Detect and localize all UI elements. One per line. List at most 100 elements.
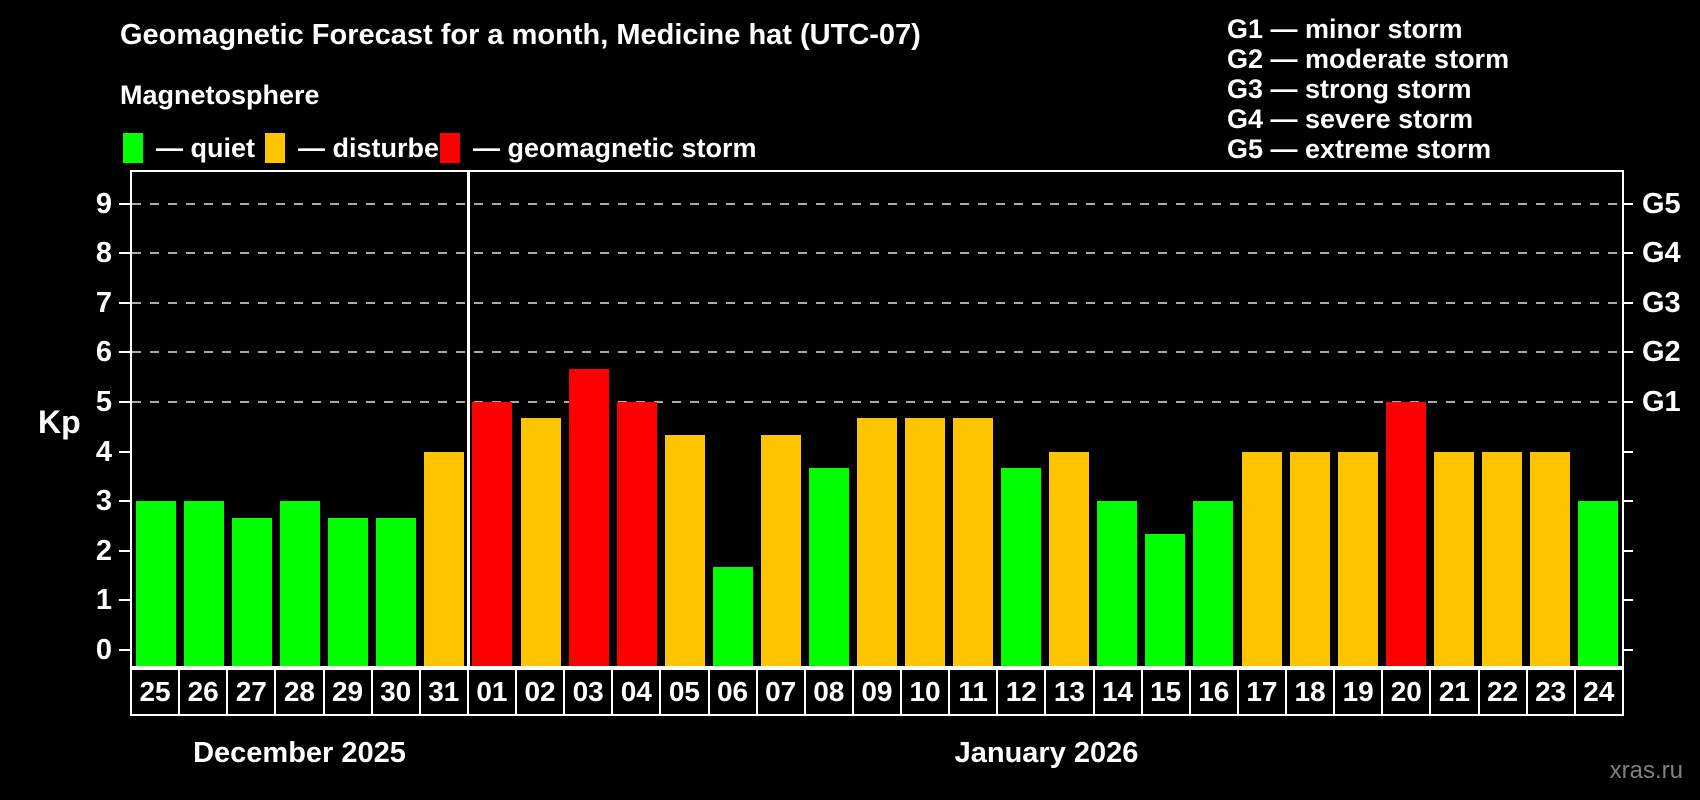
kp-bar-chart: 0 1 2 3 4 5 6 7 8 9 G1 G2 G3 G4 G5 — [96, 170, 1681, 668]
bar-day-12 — [1001, 468, 1042, 666]
left-tick-kp4 — [119, 450, 130, 453]
bar-day-16 — [1193, 501, 1234, 666]
bar-day-30 — [376, 517, 417, 666]
right-tick-kp3 — [1622, 500, 1633, 503]
day-label-06: 06 — [707, 668, 758, 716]
bar-day-05 — [664, 435, 705, 666]
bar-day-17 — [1241, 451, 1282, 666]
bar-day-18 — [1289, 451, 1330, 666]
day-label-11: 11 — [948, 668, 999, 716]
right-tick-kp6 — [1622, 351, 1633, 354]
day-label-28: 28 — [274, 668, 325, 716]
y-axis-tick-label-1: 1 — [95, 584, 112, 617]
gridline-kp5 — [132, 401, 1622, 403]
day-label-16: 16 — [1188, 668, 1239, 716]
day-label-18: 18 — [1285, 668, 1336, 716]
bar-day-27 — [232, 517, 273, 666]
left-tick-kp7 — [119, 301, 130, 304]
disturbed-color-swatch — [265, 133, 285, 163]
right-tick-kp7 — [1622, 301, 1633, 304]
day-label-22: 22 — [1477, 668, 1528, 716]
legend-item-storm: — geomagnetic storm — [440, 131, 757, 165]
bar-day-13 — [1049, 451, 1090, 666]
bar-day-19 — [1337, 451, 1378, 666]
gridline-kp9 — [132, 202, 1622, 205]
day-label-24: 24 — [1573, 668, 1624, 716]
bar-day-11 — [953, 418, 994, 666]
month-label-january: January 2026 — [954, 737, 1139, 769]
bar-day-29 — [328, 517, 369, 666]
day-label-17: 17 — [1236, 668, 1287, 716]
left-tick-kp1 — [119, 599, 130, 602]
bar-day-28 — [280, 501, 321, 666]
day-label-12: 12 — [996, 668, 1047, 716]
bar-day-25 — [136, 501, 177, 666]
month-label-december: December 2025 — [193, 737, 406, 769]
day-label-25: 25 — [130, 668, 181, 716]
bar-day-22 — [1481, 451, 1522, 666]
day-label-02: 02 — [515, 668, 566, 716]
day-label-03: 03 — [563, 668, 614, 716]
bar-day-07 — [760, 435, 801, 666]
day-label-10: 10 — [900, 668, 951, 716]
day-label-08: 08 — [803, 668, 854, 716]
y-axis-tick-label-8: 8 — [95, 237, 112, 270]
day-label-13: 13 — [1044, 668, 1095, 716]
left-tick-kp3 — [119, 500, 130, 503]
bar-day-06 — [712, 567, 753, 666]
right-tick-kp9 — [1622, 202, 1633, 205]
bar-day-21 — [1433, 451, 1474, 666]
day-label-26: 26 — [178, 668, 229, 716]
right-tick-kp8 — [1622, 252, 1633, 255]
left-tick-kp5 — [119, 401, 130, 403]
left-tick-kp8 — [119, 252, 130, 255]
y-axis-tick-label-9: 9 — [95, 187, 112, 220]
bar-day-15 — [1145, 534, 1186, 666]
gridline-kp8 — [132, 252, 1622, 255]
day-label-09: 09 — [851, 668, 902, 716]
y-axis-tick-label-3: 3 — [95, 485, 112, 518]
bar-day-20 — [1385, 402, 1426, 666]
bar-day-26 — [184, 501, 225, 666]
storm-scale-legend: G1 — minor storm G2 — moderate storm G3 … — [1227, 14, 1509, 164]
legend-item-quiet: — quiet — [123, 131, 255, 165]
day-label-04: 04 — [611, 668, 662, 716]
day-label-07: 07 — [755, 668, 806, 716]
y-axis-tick-label-0: 0 — [95, 634, 112, 666]
y-axis-tick-label-6: 6 — [95, 336, 112, 369]
bar-day-09 — [857, 418, 897, 666]
right-tick-kp4 — [1622, 450, 1633, 453]
day-label-14: 14 — [1092, 668, 1143, 716]
gridline-kp7 — [132, 301, 1622, 304]
day-label-20: 20 — [1381, 668, 1432, 716]
right-tick-kp1 — [1622, 599, 1633, 602]
legend-label-disturbed: — disturbed — [298, 132, 456, 163]
y-axis-tick-label-2: 2 — [95, 534, 112, 567]
left-tick-kp2 — [119, 549, 130, 552]
day-label-31: 31 — [418, 668, 469, 716]
g1-legend-line: G1 — minor storm — [1227, 14, 1463, 44]
quiet-color-swatch — [123, 133, 143, 163]
left-tick-kp9 — [119, 202, 130, 205]
magnetosphere-label: Magnetosphere — [120, 80, 320, 110]
bar-day-03 — [568, 368, 609, 666]
plot-area: 0 1 2 3 4 5 6 7 8 9 G1 G2 G3 G4 G5 — [96, 172, 1681, 666]
bar-day-10 — [905, 418, 946, 666]
bar-day-14 — [1097, 501, 1138, 666]
month-separator-line — [466, 172, 470, 666]
bar-day-31 — [424, 451, 465, 666]
left-tick-kp6 — [119, 351, 130, 354]
right-axis-label-g5: G5 — [1642, 187, 1681, 220]
legend-label-storm: — geomagnetic storm — [473, 132, 757, 163]
day-label-27: 27 — [226, 668, 277, 716]
day-label-19: 19 — [1333, 668, 1384, 716]
day-label-30: 30 — [370, 668, 421, 716]
x-axis-day-labels: 25 26 27 28 29 30 31 01 02 03 04 05 06 07 08 09 10 11 12 13… — [130, 668, 1624, 716]
y-axis-title: Kp — [38, 404, 81, 440]
watermark: xras.ru — [1609, 757, 1683, 784]
page-title: Geomagnetic Forecast for a month, Medici… — [120, 19, 921, 51]
right-tick-kp0 — [1622, 649, 1633, 651]
bar-day-24 — [1577, 501, 1618, 666]
right-axis-label-g4: G4 — [1642, 237, 1681, 270]
